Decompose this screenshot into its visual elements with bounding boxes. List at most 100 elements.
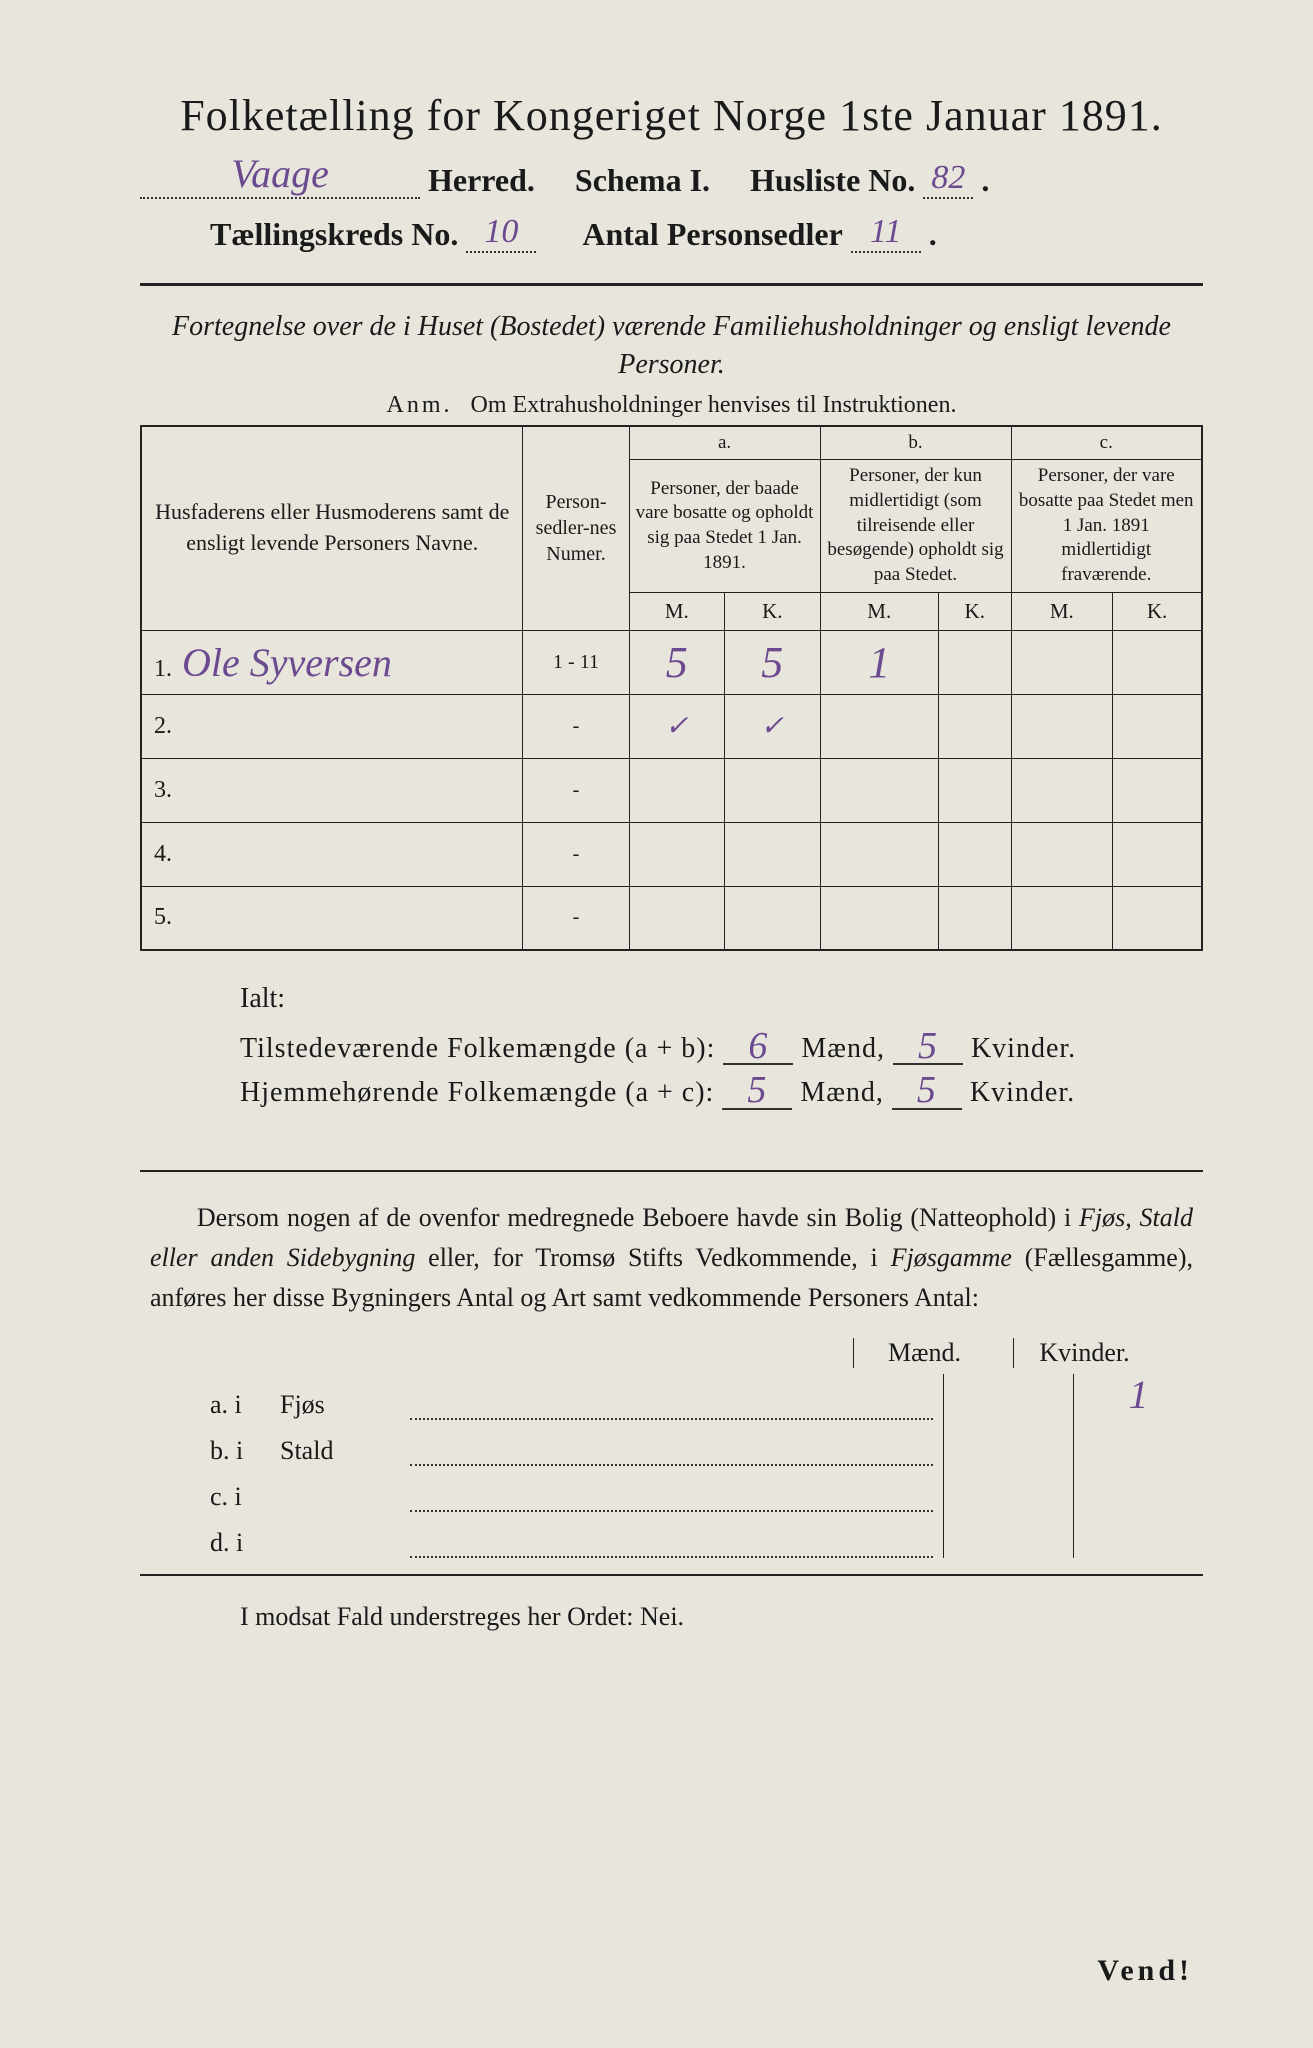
sum1-label: Tilstedeværende Folkemængde (a + b): (240, 1033, 715, 1064)
table-row: 1.Ole Syversen1 - 11551 (141, 630, 1202, 694)
row-cK (1113, 694, 1202, 758)
bldg-k: 1 (1073, 1374, 1203, 1420)
row-aK: 5 (725, 630, 820, 694)
row-aK: ✓ (725, 694, 820, 758)
herred-value: Vaage (231, 150, 329, 197)
col-b-m: M. (820, 592, 938, 630)
col-b-text: Personer, der kun midlertidigt (som tilr… (820, 460, 1011, 592)
bldg-header: Mænd. Kvinder. (140, 1338, 1143, 1368)
schema-label: Schema I. (575, 162, 710, 199)
row-aM (629, 758, 724, 822)
person-name: Ole Syversen (182, 640, 392, 685)
anm-text: Om Extrahusholdninger henvises til Instr… (471, 392, 957, 418)
bldg-head-k: Kvinder. (1013, 1338, 1143, 1368)
row-bK (939, 694, 1012, 758)
anm-label: Anm. (387, 392, 453, 418)
bldg-k (1073, 1420, 1203, 1466)
row-bK (939, 630, 1012, 694)
table-row: 3.- (141, 758, 1202, 822)
row-cM (1011, 822, 1113, 886)
col-a-m: M. (629, 592, 724, 630)
row-cM (1011, 630, 1113, 694)
bldg-rows: a. iFjøs1b. iStaldc. id. i (140, 1374, 1203, 1558)
col-c-k: K. (1113, 592, 1202, 630)
bldg-m (943, 1512, 1073, 1558)
row-aK (725, 822, 820, 886)
row-cM (1011, 694, 1113, 758)
sum2-women-label: Kvinder. (970, 1078, 1075, 1109)
row-name-cell: 4. (141, 822, 523, 886)
row-name-cell: 2. (141, 694, 523, 758)
row-bM (820, 758, 938, 822)
row-bK (939, 822, 1012, 886)
row-aM (629, 886, 724, 950)
bldg-m (943, 1374, 1073, 1420)
bldg-k (1073, 1512, 1203, 1558)
row-num: - (523, 694, 629, 758)
bldg-dots (410, 1538, 933, 1558)
row-num: - (523, 822, 629, 886)
col-c-text: Personer, der vare bosatte paa Stedet me… (1011, 460, 1202, 592)
bldg-row: c. i (210, 1466, 1203, 1512)
table-row: 5.- (141, 886, 1202, 950)
divider-2 (140, 1170, 1203, 1172)
husliste-label: Husliste No. (750, 162, 915, 199)
row-bM (820, 822, 938, 886)
row-cK (1113, 886, 1202, 950)
row-bK (939, 886, 1012, 950)
col-a-text: Personer, der baade vare bosatte og opho… (629, 460, 820, 592)
tk-value: 10 (466, 213, 536, 253)
row-bM (820, 886, 938, 950)
divider (140, 283, 1203, 286)
bldg-lab: d. i (210, 1528, 280, 1558)
ialt-label: Ialt: (240, 983, 1203, 1015)
bldg-type: Stald (280, 1436, 410, 1466)
sum2-women: 5 (892, 1073, 962, 1109)
subheading: Fortegnelse over de i Huset (Bostedet) v… (170, 308, 1173, 384)
row-bK (939, 758, 1012, 822)
col-c-m: M. (1011, 592, 1113, 630)
row-cM (1011, 758, 1113, 822)
ap-value: 11 (851, 213, 921, 253)
row-bM: 1 (820, 630, 938, 694)
page-title: Folketælling for Kongeriget Norge 1ste J… (140, 90, 1203, 141)
bldg-row: b. iStald (210, 1420, 1203, 1466)
sum-resident: Hjemmehørende Folkemængde (a + c): 5 Mæn… (240, 1073, 1203, 1109)
col-b-tag: b. (820, 426, 1011, 460)
sum2-men-label: Mænd, (800, 1078, 884, 1109)
row-aM: ✓ (629, 694, 724, 758)
bldg-m (943, 1420, 1073, 1466)
sum1-women: 5 (893, 1029, 963, 1065)
col-a-k: K. (725, 592, 820, 630)
row-aK (725, 886, 820, 950)
sum-present: Tilstedeværende Folkemængde (a + b): 6 M… (240, 1029, 1203, 1065)
row-aM (629, 822, 724, 886)
row-aK (725, 758, 820, 822)
nei-line: I modsat Fald understreges her Ordet: Ne… (240, 1602, 1203, 1632)
bldg-type: Fjøs (280, 1390, 410, 1420)
col-head-num: Person-sedler-nes Numer. (523, 426, 629, 631)
header-line-3: Tællingskreds No. 10 Antal Personsedler … (210, 213, 1203, 253)
sum2-men: 5 (722, 1073, 792, 1109)
row-cK (1113, 630, 1202, 694)
bldg-lab: b. i (210, 1436, 280, 1466)
sum1-men-label: Mænd, (801, 1033, 885, 1064)
sum1-women-label: Kvinder. (971, 1033, 1076, 1064)
tk-label: Tællingskreds No. (210, 216, 458, 253)
row-num: 1 - 11 (523, 630, 629, 694)
row-cK (1113, 822, 1202, 886)
ap-label: Antal Personsedler (582, 216, 842, 253)
col-b-k: K. (939, 592, 1012, 630)
table-row: 4.- (141, 822, 1202, 886)
row-name-cell: 5. (141, 886, 523, 950)
row-num: - (523, 758, 629, 822)
herred-field: Vaage (140, 171, 420, 199)
row-cM (1011, 886, 1113, 950)
header-line-2: Vaage Herred. Schema I. Husliste No. 82 … (140, 159, 1203, 199)
bldg-dots (410, 1492, 933, 1512)
dwelling-paragraph: Dersom nogen af de ovenfor medregnede Be… (150, 1198, 1193, 1319)
col-a-tag: a. (629, 426, 820, 460)
bldg-head-m: Mænd. (853, 1338, 983, 1368)
bldg-dots (410, 1446, 933, 1466)
anm-line: Anm. Om Extrahusholdninger henvises til … (140, 392, 1203, 419)
